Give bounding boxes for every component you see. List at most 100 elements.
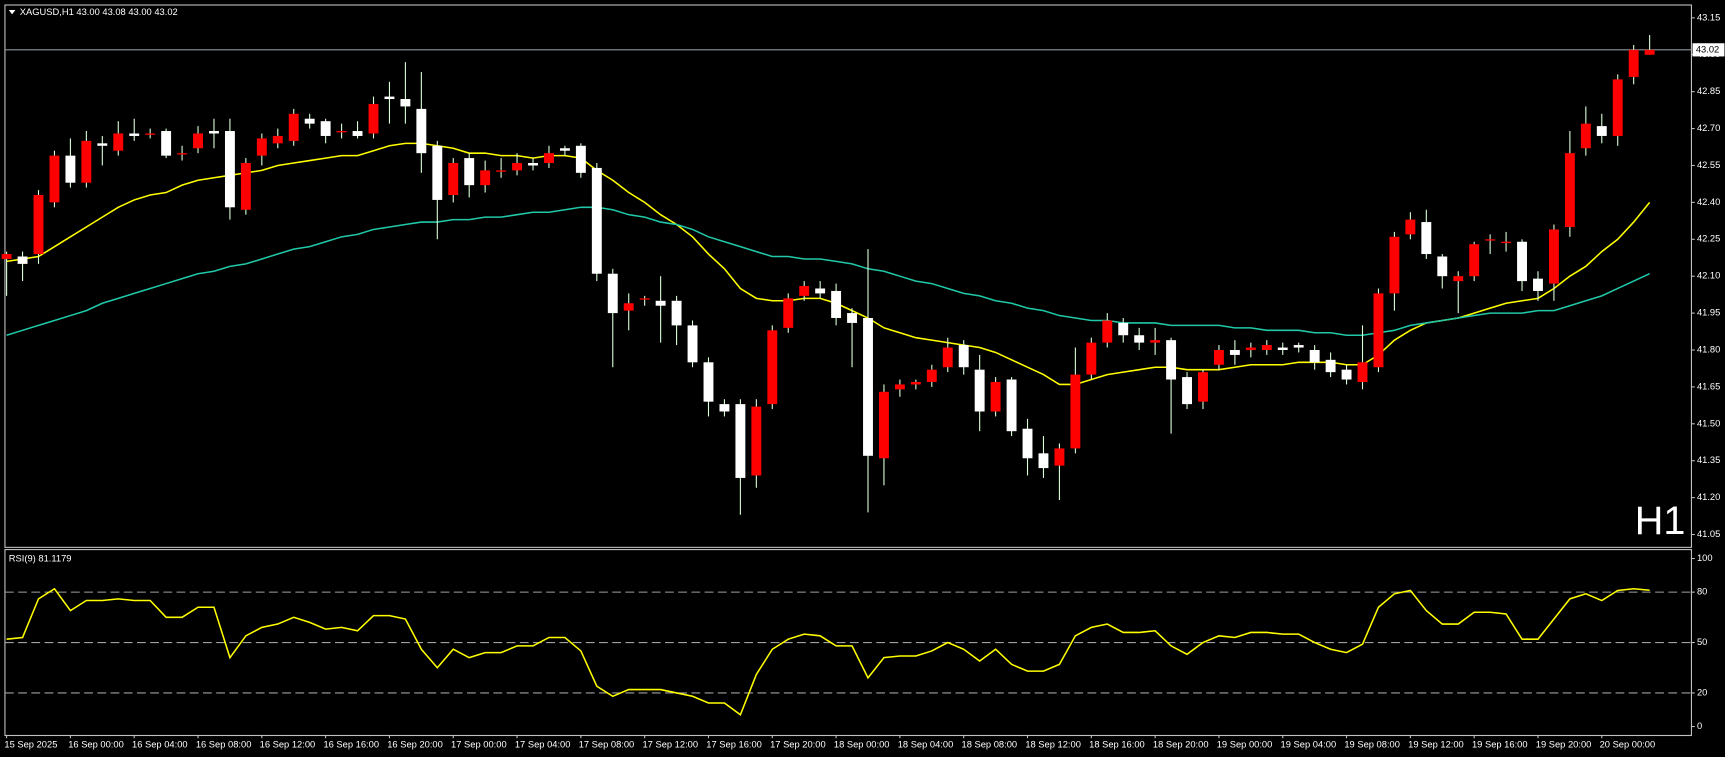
x-tick-label: 16 Sep 00:00	[68, 739, 124, 749]
y-tick-label: 50	[1697, 637, 1707, 647]
candle-body	[496, 170, 507, 172]
y-tick-label: 41.50	[1697, 418, 1720, 428]
y-tick-label: 41.05	[1697, 529, 1720, 539]
symbol-menu-icon[interactable]	[8, 9, 16, 15]
candle-body	[575, 145, 586, 173]
candle-body	[735, 404, 746, 478]
x-tick-label: 19 Sep 20:00	[1536, 739, 1592, 749]
candle-body	[1166, 340, 1177, 380]
candle-body	[1389, 236, 1400, 294]
candle-body	[671, 300, 682, 326]
x-tick-label: 18 Sep 16:00	[1089, 739, 1145, 749]
y-tick-label: 41.95	[1697, 308, 1720, 318]
candle-body	[161, 131, 172, 156]
candle-body	[1229, 349, 1240, 355]
x-tick-label: 18 Sep 08:00	[962, 739, 1018, 749]
candle-body	[416, 108, 427, 154]
candle-body	[1596, 126, 1607, 136]
candle-body	[815, 288, 826, 294]
candle-body	[799, 286, 810, 296]
candle-body	[990, 381, 1001, 412]
candle-body	[1437, 256, 1448, 277]
candle-body	[17, 256, 28, 264]
candle-body	[591, 167, 602, 274]
y-tick-label: 41.80	[1697, 344, 1720, 354]
candle-body	[1006, 379, 1017, 432]
candle-body	[1198, 372, 1208, 402]
candle-body	[1054, 448, 1065, 466]
y-tick-label: 42.10	[1697, 271, 1720, 281]
x-tick-label: 17 Sep 12:00	[642, 739, 698, 749]
x-tick-label: 16 Sep 04:00	[132, 739, 188, 749]
y-tick-label: 42.40	[1697, 197, 1720, 207]
chart-title: XAGUSD,H1 43.00 43.08 43.00 43.02	[20, 7, 178, 17]
y-tick-label: 20	[1697, 687, 1707, 697]
candle-body	[687, 325, 698, 363]
current-price-label: 43.02	[1696, 44, 1719, 54]
candle-body	[177, 153, 188, 155]
candle-body	[1357, 362, 1368, 382]
current-price-box	[1692, 43, 1725, 57]
rsi-plot: 0 20 50 80 100 15 Sep 2025 16 Sep 00:00 16 Sep …	[4, 553, 1712, 749]
y-tick-label: 43.15	[1697, 12, 1720, 22]
candle-body	[783, 298, 794, 328]
candle-body	[1533, 278, 1543, 291]
candle-body	[288, 113, 299, 141]
candle-body	[607, 273, 618, 314]
candle-body	[1277, 347, 1288, 350]
candle-body	[1245, 347, 1256, 350]
candle-body	[1405, 219, 1416, 235]
candle-body	[1261, 345, 1272, 350]
y-tick-label: 80	[1697, 587, 1707, 597]
y-tick-label: 42.25	[1697, 234, 1720, 244]
candle-body	[1453, 276, 1464, 282]
x-tick-label: 18 Sep 04:00	[898, 739, 954, 749]
candle-body	[1213, 349, 1224, 365]
y-tick-label: 41.20	[1697, 492, 1720, 502]
candle-body	[113, 133, 124, 151]
candle-body	[384, 96, 395, 100]
x-tick-label: 17 Sep 08:00	[579, 739, 635, 749]
candle-body	[751, 406, 762, 476]
candle-body	[1, 254, 12, 259]
candle-body	[894, 384, 905, 390]
timeframe-label: H1	[1635, 499, 1686, 543]
x-tick-label: 19 Sep 08:00	[1344, 739, 1400, 749]
x-tick-label: 19 Sep 04:00	[1281, 739, 1337, 749]
x-tick-label: 17 Sep 04:00	[515, 739, 571, 749]
x-tick-label: 19 Sep 16:00	[1472, 739, 1528, 749]
y-tick-label: 41.65	[1697, 381, 1720, 391]
x-tick-label: 18 Sep 20:00	[1153, 739, 1209, 749]
candle-body	[448, 163, 459, 195]
candle-body	[1373, 293, 1384, 368]
candle-body	[623, 303, 634, 311]
candle-body	[1118, 322, 1129, 336]
x-tick-label: 17 Sep 00:00	[451, 739, 507, 749]
x-tick-label: 19 Sep 12:00	[1408, 739, 1464, 749]
candle-body	[1548, 229, 1559, 284]
candle-body	[767, 330, 778, 405]
candle-body	[224, 131, 235, 208]
candle-body	[129, 133, 140, 136]
candle-body	[240, 163, 251, 210]
candle-body	[256, 138, 267, 156]
candle-body	[1564, 153, 1575, 227]
candle-body	[719, 404, 730, 412]
candle-body	[639, 298, 650, 300]
candle-body	[65, 155, 76, 183]
candle-body	[544, 153, 554, 164]
candle-body	[1469, 244, 1480, 277]
x-tick-label: 19 Sep 00:00	[1217, 739, 1273, 749]
candle-body	[81, 140, 92, 183]
y-tick-label: 42.70	[1697, 123, 1720, 133]
candle-body	[926, 369, 937, 382]
candle-body	[1517, 241, 1527, 282]
candle-body	[1485, 239, 1496, 241]
candle-body	[352, 131, 363, 136]
candle-body	[304, 118, 315, 124]
candle-body	[1421, 222, 1432, 255]
candle-body	[145, 133, 156, 135]
candle-body	[863, 318, 873, 456]
